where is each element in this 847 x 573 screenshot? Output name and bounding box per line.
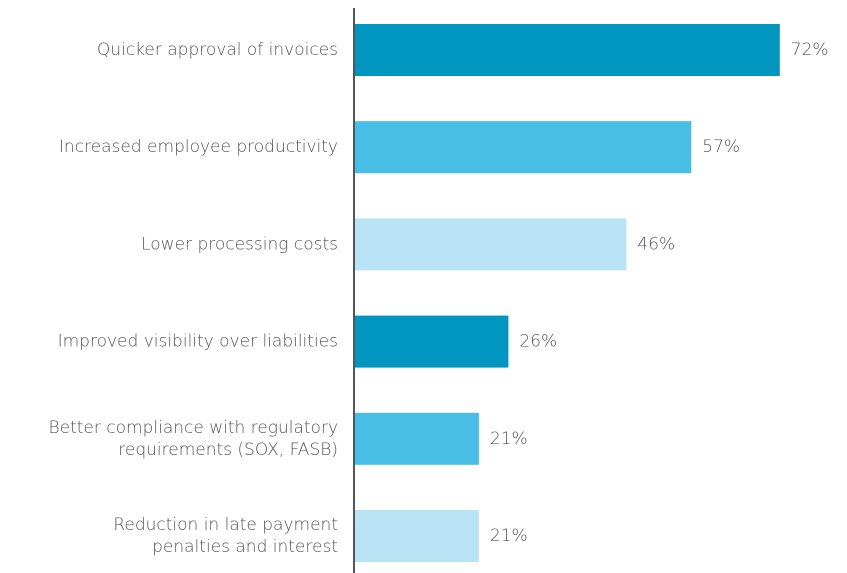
category-label: Improved visibility over liabilities [58,332,338,352]
category-label: Increased employee productivity [59,137,338,157]
bar [355,510,479,562]
value-label: 46% [637,234,675,254]
bar [355,24,780,76]
category-label: Reduction in late payment [113,515,338,535]
category-label: requirements (SOX, FASB) [118,440,338,460]
category-label: Lower processing costs [141,234,338,254]
bar [355,121,692,174]
category-label: Quicker approval of invoices [97,40,338,60]
bar [355,412,479,465]
bar [355,218,627,271]
category-label: penalties and interest [152,537,338,557]
value-label: 21% [490,526,528,546]
value-label: 21% [490,429,528,449]
value-label: 26% [519,332,557,352]
value-label: 57% [702,137,740,157]
value-label: 72% [791,40,829,60]
category-label: Better compliance with regulatory [49,418,339,438]
bar [355,315,509,368]
